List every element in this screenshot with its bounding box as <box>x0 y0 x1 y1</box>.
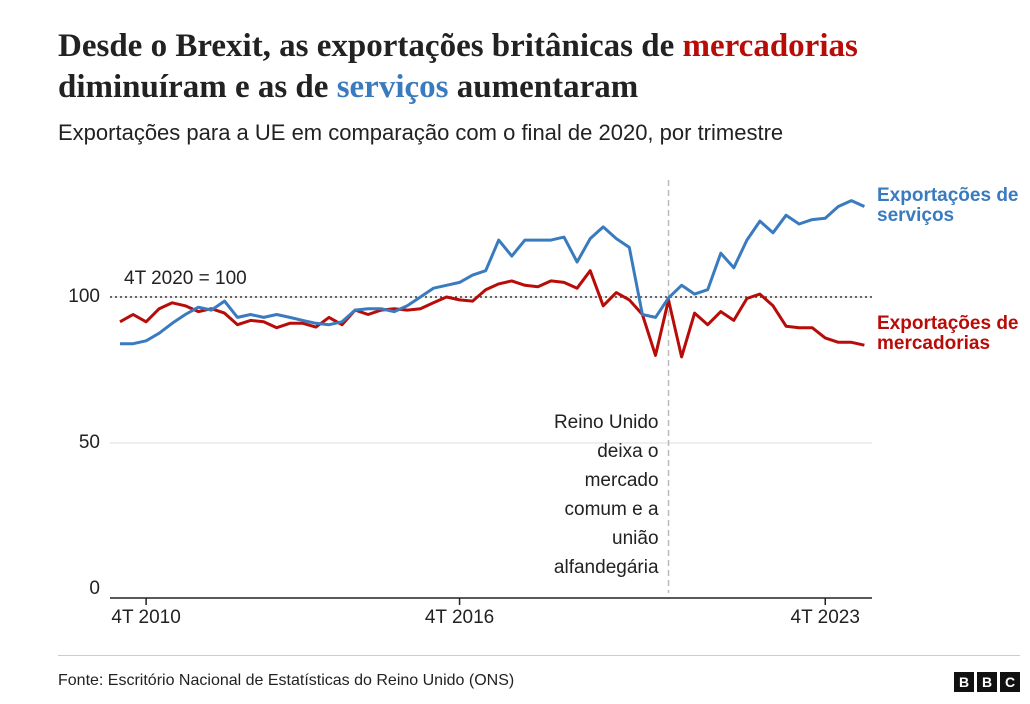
logo-letter: B <box>954 672 974 692</box>
title-part: aumentaram <box>456 69 639 105</box>
subtitle: Exportações para a UE em comparação com … <box>58 120 784 145</box>
logo-letter: B <box>977 672 997 692</box>
annotation-text: união <box>612 528 659 549</box>
x-tick-label: 4T 2023 <box>791 607 860 628</box>
series-line <box>120 199 866 346</box>
series-label: Exportações de serviços <box>877 185 1019 226</box>
series-line <box>119 269 865 359</box>
logo-letter: C <box>1000 672 1020 692</box>
y-tick-label: 50 <box>79 432 100 453</box>
y-tick-label: 0 <box>89 578 100 599</box>
annotation-text: deixa o <box>597 441 658 462</box>
series-label: Exportações de mercadorias <box>877 313 1019 354</box>
annotation-text: comum e a <box>565 499 659 520</box>
annotation-text: alfandegária <box>554 557 659 578</box>
x-tick-label: 4T 2010 <box>111 607 180 628</box>
chart-title: Desde o Brexit, as exportações britânica… <box>58 26 1018 108</box>
source: Fonte: Escritório Nacional de Estatístic… <box>58 672 515 689</box>
title-part: mercadorias <box>682 28 858 64</box>
y-tick-label: 100 <box>68 286 100 307</box>
annotation-text: Reino Unido <box>554 412 659 433</box>
separator <box>58 655 1020 656</box>
reference-label: 4T 2020 = 100 <box>124 268 247 289</box>
title-part: serviços <box>336 69 449 105</box>
title-part: diminuíram e as de <box>58 69 329 105</box>
annotation-text: mercado <box>585 470 659 491</box>
x-tick-label: 4T 2016 <box>425 607 494 628</box>
title-part: Desde o Brexit, as exportações britânica… <box>58 28 675 64</box>
